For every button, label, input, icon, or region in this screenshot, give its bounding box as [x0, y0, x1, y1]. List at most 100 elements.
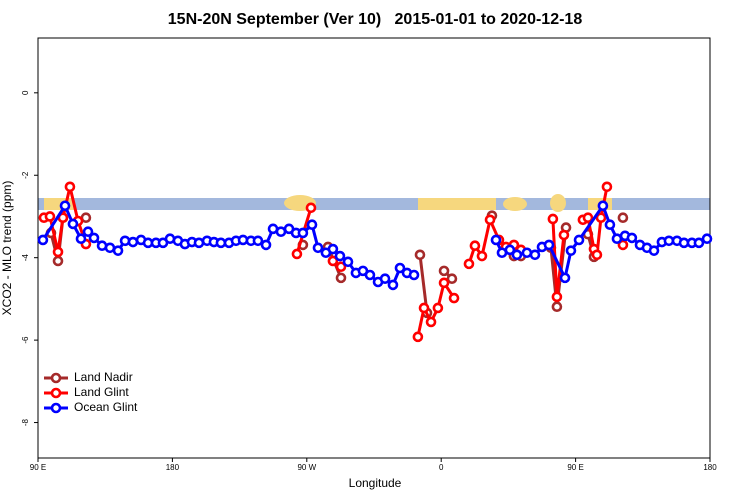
point: [193, 237, 205, 249]
x-tick-label: 180: [166, 463, 180, 472]
point: [327, 255, 339, 267]
point: [64, 181, 76, 193]
chart-title: 15N-20N September (Ver 10) 2015-01-01 to…: [168, 11, 583, 28]
point: [693, 237, 705, 249]
point: [521, 247, 533, 259]
point: [604, 219, 616, 231]
point: [597, 200, 609, 212]
legend-symbol: [50, 387, 62, 399]
point: [484, 214, 496, 226]
point: [334, 250, 346, 262]
point: [463, 258, 475, 270]
point: [617, 212, 629, 224]
point: [418, 302, 430, 314]
point: [327, 243, 339, 255]
point: [601, 181, 613, 193]
point: [335, 261, 347, 273]
point: [490, 234, 502, 246]
legend-item: Land Nadir: [44, 370, 133, 384]
point: [582, 212, 594, 224]
x-tick-label: 180: [703, 463, 717, 472]
y-axis-label: XCO2 - MLO trend (ppm): [0, 181, 14, 316]
point: [626, 232, 638, 244]
y-tick-label: -4: [21, 254, 30, 262]
point: [52, 255, 64, 267]
point: [414, 249, 426, 261]
point: [448, 292, 460, 304]
point: [511, 249, 523, 261]
point: [127, 236, 139, 248]
x-tick-label: 90 E: [30, 463, 46, 472]
point: [342, 256, 354, 268]
point: [52, 246, 64, 258]
series-line: [41, 202, 708, 288]
point: [297, 227, 309, 239]
plot-frame: [37, 37, 711, 459]
point: [701, 233, 713, 245]
point: [446, 273, 458, 285]
point: [306, 219, 318, 231]
x-axis-label: Longitude: [349, 476, 402, 490]
point: [573, 234, 585, 246]
x-tick-label: 90 E: [567, 463, 583, 472]
point: [387, 279, 399, 291]
land-patch: [503, 197, 527, 211]
x-tick-label: 0: [439, 463, 444, 472]
land-patch: [550, 194, 566, 212]
point: [438, 265, 450, 277]
point: [559, 272, 571, 284]
point: [44, 211, 56, 222]
point: [260, 239, 272, 251]
point: [75, 233, 87, 245]
point: [412, 331, 424, 343]
legend-symbol: [50, 372, 62, 384]
point: [297, 239, 309, 251]
point: [82, 226, 94, 238]
land-patch: [418, 198, 496, 210]
point: [305, 202, 317, 214]
point: [551, 291, 563, 303]
point: [67, 218, 79, 230]
point: [37, 234, 49, 246]
point: [551, 301, 563, 313]
legend-item: Ocean Glint: [44, 400, 138, 414]
ocean-band: [38, 198, 710, 210]
y-tick-label: 0: [21, 90, 30, 95]
point: [291, 248, 303, 260]
point: [565, 245, 577, 256]
series: [37, 200, 713, 291]
point: [112, 245, 124, 256]
y-tick-label: -6: [21, 336, 30, 344]
point: [335, 272, 347, 284]
point: [425, 316, 437, 328]
point: [252, 235, 264, 247]
point: [88, 232, 100, 244]
point: [504, 244, 516, 256]
point: [648, 245, 660, 256]
point: [617, 239, 629, 251]
point: [529, 249, 541, 261]
land-strip: [38, 194, 710, 212]
legend-symbol: [50, 402, 62, 414]
legend-label: Ocean Glint: [74, 400, 138, 414]
legend-label: Land Nadir: [74, 370, 133, 384]
y-tick-label: -2: [21, 171, 30, 179]
legend-item: Land Glint: [44, 385, 129, 399]
point: [379, 273, 391, 285]
point: [432, 302, 444, 314]
point: [476, 250, 488, 262]
point: [595, 212, 607, 224]
point: [558, 229, 570, 241]
point: [438, 277, 450, 289]
point: [364, 269, 376, 281]
x-tick-label: 90 W: [297, 463, 316, 472]
point: [591, 249, 603, 261]
legend-label: Land Glint: [74, 385, 129, 399]
y-tick-label: -8: [21, 418, 30, 426]
point: [394, 262, 406, 274]
point: [547, 213, 559, 225]
point: [469, 240, 481, 252]
point: [59, 200, 71, 212]
point: [312, 242, 324, 254]
